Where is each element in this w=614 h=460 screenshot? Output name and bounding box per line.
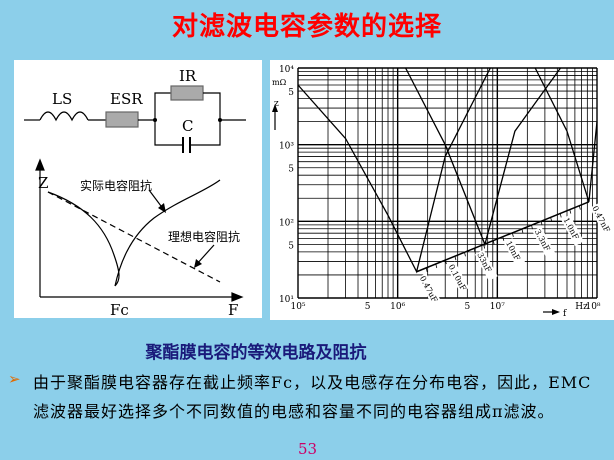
actual-impedance-curve (47, 179, 221, 287)
envelope-tick (454, 256, 457, 261)
y-axis-label: z (274, 99, 279, 109)
f-label: F (228, 301, 238, 318)
y-tick-label: 5 (288, 88, 294, 98)
inductor-symbol (39, 111, 89, 122)
envelope-tick (521, 228, 524, 234)
actual-impedance-label: 实际电容阻抗 (80, 178, 152, 193)
x-tick-label: 10⁶ (390, 302, 405, 312)
envelope-tick (550, 217, 553, 222)
ideal-impedance-label: 理想电容阻抗 (168, 229, 240, 244)
equivalent-circuit-panel: LS ESR IR C Z F Fc 实际电容阻抗 理想电容阻抗 (14, 60, 262, 318)
envelope-tick (511, 232, 514, 237)
y-tick-label: 10³ (279, 142, 294, 152)
capacitance-label: 0.47uF (418, 274, 440, 304)
ideal-impedance-line (47, 191, 221, 283)
envelope-tick (425, 267, 428, 272)
capacitance-label: 10nF (504, 239, 522, 262)
x-axis-label: f (563, 309, 567, 319)
envelope-tick (502, 236, 505, 241)
x-tick-label: 5 (365, 302, 371, 312)
envelope-label-bg (503, 238, 527, 270)
ir-resistor-symbol (170, 85, 204, 101)
ir-label: IR (179, 67, 197, 85)
fc-label: Fc (110, 301, 129, 318)
capacitance-label: 3.3nF (533, 228, 552, 253)
y-tick-label: 10² (279, 218, 294, 228)
x-arrow-head-icon (552, 309, 560, 315)
envelope-tick (464, 252, 466, 257)
slide-title: 对滤波电容参数的选择 (171, 12, 442, 42)
envelope-label-bg (474, 249, 498, 281)
bullet-arrow-icon: ➢ (8, 370, 21, 388)
esr-resistor-symbol (105, 111, 139, 128)
y-tick-label: 5 (288, 165, 294, 175)
x-unit-label: Hz (575, 302, 588, 312)
circuit-and-impedance-diagram: LS ESR IR C Z F Fc 实际电容阻抗 理想电容阻抗 (24, 67, 246, 318)
page-number: 53 (298, 440, 318, 458)
c-label: C (182, 117, 193, 135)
envelope-tick (531, 224, 533, 230)
bullet-text: 由于聚酯膜电容器存在截止频率Fc，以及电感存在分布电容，因此，EMC滤波器最好选… (33, 373, 592, 421)
envelope-tick (492, 240, 495, 245)
x-tick-label: 5 (464, 302, 470, 312)
envelope-tick (540, 221, 543, 226)
envelope-tick (435, 263, 438, 269)
y-tick-label: 5 (288, 241, 294, 251)
envelope-tick (559, 213, 562, 218)
x-tick-label: 10⁷ (490, 302, 505, 312)
envelope-label-bg (560, 214, 584, 246)
envelope-tick (569, 209, 572, 214)
y-tick-label: 10⁴ (279, 65, 294, 75)
envelope-tick (483, 244, 486, 249)
esr-label: ESR (110, 90, 143, 108)
y-arrow-head-icon (272, 104, 278, 112)
impedance-curve-1 (297, 67, 491, 274)
impedance-curve-3 (534, 67, 598, 202)
ls-label: LS (52, 90, 72, 108)
capacitance-label: 0.47nF (590, 204, 612, 234)
y-tick-label: 10¹ (279, 295, 294, 305)
impedance-chart-panel: 0.47uF 0.10uF 33nF 10nF 3.3nF 1.0nF 0.47nF 10⁴ 5… (270, 60, 614, 320)
envelope-label-bg (532, 226, 556, 258)
x-tick-label: 10⁸ (585, 302, 600, 312)
envelope-tick (444, 259, 447, 265)
capacitance-label: 33nF (475, 251, 493, 274)
envelope-tick (473, 248, 476, 253)
figure-caption: 聚酯膜电容的等效电路及阻抗 (145, 343, 367, 363)
envelope-label-bg (446, 261, 470, 293)
z-label: Z (38, 174, 48, 192)
x-tick-label: 10⁵ (290, 302, 305, 312)
envelope-label-bg (589, 203, 613, 235)
envelope-label-bg (417, 273, 441, 305)
envelope-tick (578, 205, 581, 210)
y-unit-label: mΩ (272, 78, 287, 87)
